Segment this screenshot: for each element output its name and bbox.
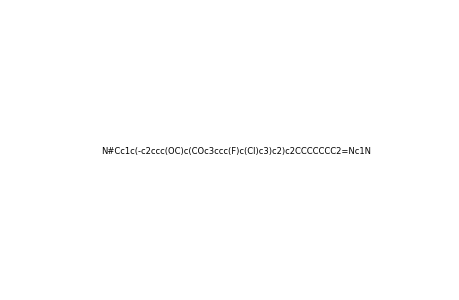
Text: N#Cc1c(-c2ccc(OC)c(COc3ccc(F)c(Cl)c3)c2)c2CCCCCCC2=Nc1N: N#Cc1c(-c2ccc(OC)c(COc3ccc(F)c(Cl)c3)c2)… — [101, 147, 370, 156]
